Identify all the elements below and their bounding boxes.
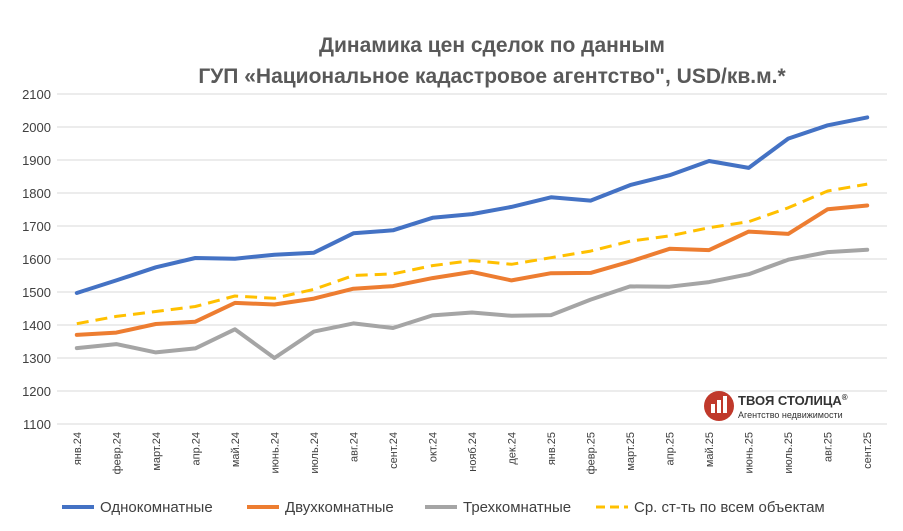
series-line-1 [74,203,870,337]
y-tick-label: 1600 [22,252,51,267]
x-tick-label: сент.24 [388,432,400,469]
x-tick-label: июнь.24 [269,432,281,474]
x-tick-label: сент.25 [862,432,874,469]
y-tick-label: 1100 [23,417,51,432]
x-tick-label: июль.25 [783,432,795,474]
legend-item-series-0: Однокомнатные [62,499,213,516]
x-tick-label: авг.25 [823,432,835,462]
x-tick-label: март.25 [625,432,637,471]
x-tick-label: янв.24 [72,432,84,465]
y-tick-label: 1300 [22,351,51,366]
y-tick-label: 1800 [22,186,51,201]
x-axis-ticks: янв.24 февр.24 март.24 апр.24 май.24 июнь.24 и… [72,432,874,474]
y-tick-label: 2000 [22,120,51,135]
legend-label-series-0: Однокомнатные [100,499,213,516]
x-tick-label: июнь.25 [744,432,756,474]
x-tick-label: март.24 [151,432,163,471]
series-line-0 [74,115,870,295]
series-line-2 [74,247,870,360]
series-line-3 [76,182,868,326]
x-tick-label: нояб.24 [467,432,479,472]
x-tick-label: янв.25 [546,432,558,465]
y-tick-label: 2100 [22,87,51,102]
y-tick-label: 1900 [22,153,51,168]
x-tick-label: май.24 [230,432,242,467]
y-axis-ticks: 1100 1200 1300 1400 1500 1600 1700 1800 1900 2000… [22,87,51,432]
series-lines [74,115,870,360]
legend-label-series-1: Двухкомнатные [285,499,394,516]
legend-item-series-1: Двухкомнатные [247,499,394,516]
x-tick-label: февр.25 [586,432,598,474]
gridlines [57,93,887,425]
x-tick-label: апр.25 [665,432,677,465]
legend-item-series-3: Ср. ст-ть по всем объектам [596,499,825,516]
x-tick-label: май.25 [704,432,716,467]
y-tick-label: 1700 [22,219,51,234]
chart-title-line1: Динамика цен сделок по данным [319,34,665,57]
y-tick-label: 1500 [22,285,51,300]
x-tick-label: февр.24 [111,432,123,474]
logo-bar-2 [717,400,721,413]
legend-label-series-3: Ср. ст-ть по всем объектам [634,499,825,516]
brand-logo: ТВОЯ СТОЛИЦА® Агентство недвижимости [704,391,848,421]
x-tick-label: окт.24 [427,432,439,462]
logo-subtitle: Агентство недвижимости [738,410,843,420]
chart-title-line2: ГУП «Национальное кадастровое агентство"… [198,65,786,88]
logo-bar-1 [711,404,715,413]
legend-item-series-2: Трехкомнатные [425,499,571,516]
x-tick-label: апр.24 [190,432,202,465]
x-tick-label: дек.24 [507,432,519,465]
y-tick-label: 1200 [22,384,51,399]
legend-label-series-2: Трехкомнатные [463,499,571,516]
x-tick-label: июль.24 [309,432,321,474]
x-tick-label: авг.24 [348,432,360,462]
y-tick-label: 1400 [22,318,51,333]
legend: Однокомнатные Двухкомнатные Трехкомнатны… [62,499,825,516]
logo-name: ТВОЯ СТОЛИЦА® [738,393,848,408]
logo-bar-3 [723,396,727,413]
